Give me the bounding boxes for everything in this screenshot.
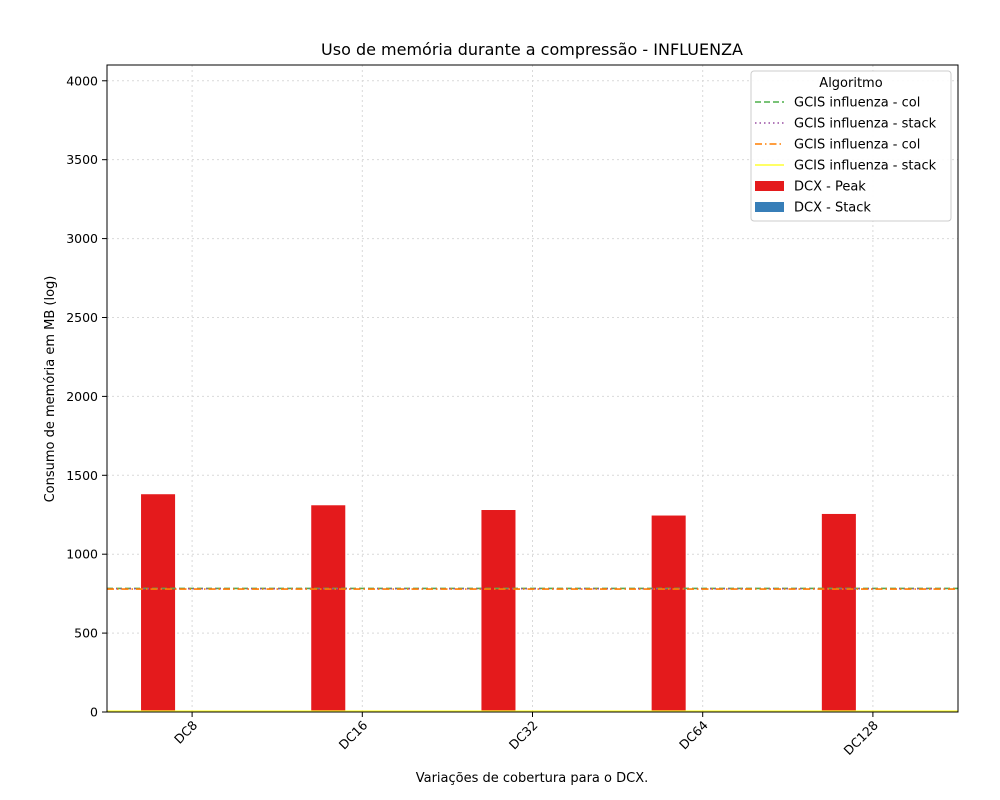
y-axis: 0 500 1000 1500 2000 2500 3000 3500 4000 xyxy=(66,73,107,720)
bar-dcx-peak-dc128 xyxy=(821,513,856,712)
legend-label: GCIS influenza - stack xyxy=(794,117,937,132)
legend-entry[interactable]: GCIS influenza - col xyxy=(755,96,920,111)
x-axis-label: Variações de cobertura para o DCX. xyxy=(416,771,649,786)
legend[interactable]: Algoritmo GCIS influenza - col GCIS influe… xyxy=(750,70,952,222)
bar-dcx-peak-dc32 xyxy=(481,510,516,712)
chart-title: Uso de memória durante a compressão - IN… xyxy=(321,40,743,59)
y-axis-label: Consumo de memória em MB (log) xyxy=(43,276,58,503)
legend-swatch-patch xyxy=(755,181,784,191)
legend-entry[interactable]: GCIS influenza - col xyxy=(755,138,920,153)
y-tick-label: 2500 xyxy=(66,310,98,325)
reference-lines-layer xyxy=(107,587,958,713)
legend-swatch-patch xyxy=(755,202,784,212)
bar-dcx-peak-dc8 xyxy=(141,494,176,712)
bars-layer xyxy=(141,494,890,712)
legend-entry[interactable]: DCX - Peak xyxy=(755,180,866,195)
y-tick-label: 1000 xyxy=(66,547,98,562)
y-tick-label: 3500 xyxy=(66,152,98,167)
bar-dcx-peak-dc64 xyxy=(651,515,686,712)
y-tick-label: 1500 xyxy=(66,468,98,483)
legend-entry[interactable]: GCIS influenza - stack xyxy=(755,159,937,174)
legend-entry[interactable]: DCX - Stack xyxy=(755,201,871,216)
y-tick-label: 0 xyxy=(90,705,98,720)
legend-label: GCIS influenza - stack xyxy=(794,159,937,174)
legend-label: GCIS influenza - col xyxy=(794,138,920,153)
y-tick-label: 3000 xyxy=(66,231,98,246)
legend-label: GCIS influenza - col xyxy=(794,96,920,111)
legend-box xyxy=(750,70,952,222)
legend-entry[interactable]: GCIS influenza - stack xyxy=(755,117,937,132)
y-tick-label: 2000 xyxy=(66,389,98,404)
y-tick-label: 4000 xyxy=(66,73,98,88)
legend-title: Algoritmo xyxy=(819,76,882,91)
legend-label: DCX - Stack xyxy=(794,201,871,216)
bar-dcx-peak-dc16 xyxy=(311,505,346,712)
y-tick-label: 500 xyxy=(74,626,98,641)
legend-label: DCX - Peak xyxy=(794,180,866,195)
